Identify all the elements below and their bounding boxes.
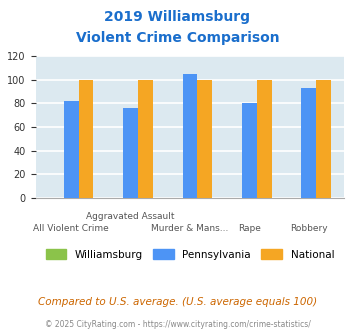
Bar <box>242 103 257 198</box>
Bar <box>197 80 212 198</box>
Text: Violent Crime Comparison: Violent Crime Comparison <box>76 31 279 45</box>
Text: Compared to U.S. average. (U.S. average equals 100): Compared to U.S. average. (U.S. average … <box>38 297 317 307</box>
Bar <box>257 80 272 198</box>
Legend: Williamsburg, Pennsylvania, National: Williamsburg, Pennsylvania, National <box>42 245 338 264</box>
Bar <box>64 101 78 198</box>
Bar <box>123 108 138 198</box>
Text: All Violent Crime: All Violent Crime <box>33 223 109 233</box>
Bar <box>138 80 153 198</box>
Bar <box>316 80 331 198</box>
Text: Rape: Rape <box>238 223 261 233</box>
Bar <box>182 74 197 198</box>
Text: Murder & Mans...: Murder & Mans... <box>151 223 229 233</box>
Bar <box>78 80 93 198</box>
Text: Aggravated Assault: Aggravated Assault <box>86 212 175 221</box>
Text: © 2025 CityRating.com - https://www.cityrating.com/crime-statistics/: © 2025 CityRating.com - https://www.city… <box>45 320 310 329</box>
Text: 2019 Williamsburg: 2019 Williamsburg <box>104 10 251 24</box>
Bar <box>301 88 316 198</box>
Text: Robbery: Robbery <box>290 223 328 233</box>
